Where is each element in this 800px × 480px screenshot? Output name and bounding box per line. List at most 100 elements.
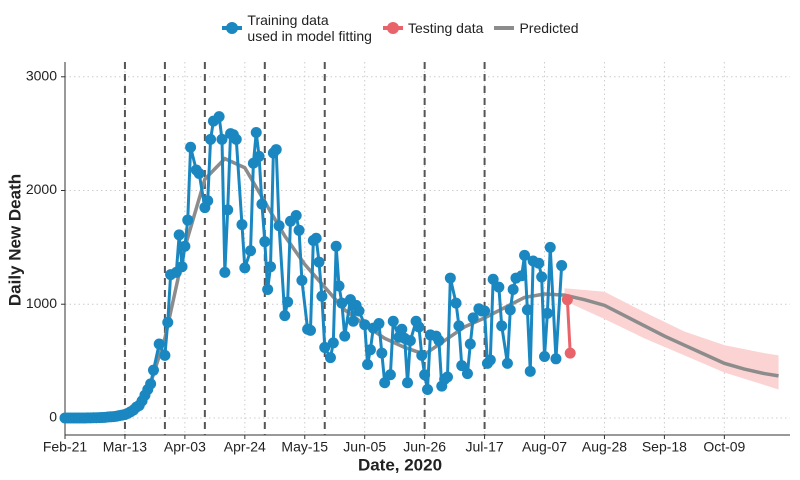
x-tick-label: May-15 bbox=[281, 439, 328, 455]
data-point bbox=[544, 241, 556, 253]
data-point bbox=[339, 330, 351, 342]
data-point bbox=[521, 304, 533, 316]
data-point bbox=[456, 360, 468, 372]
data-point bbox=[501, 357, 513, 369]
legend: Training data used in model fitting Testi… bbox=[0, 12, 800, 44]
data-point bbox=[316, 290, 328, 302]
data-point bbox=[265, 261, 277, 273]
data-point bbox=[333, 280, 345, 292]
data-point bbox=[461, 368, 473, 380]
data-point bbox=[467, 312, 479, 324]
data-point bbox=[450, 297, 462, 309]
data-point bbox=[444, 272, 456, 284]
data-point bbox=[519, 249, 531, 261]
data-point bbox=[416, 349, 428, 361]
data-point bbox=[404, 335, 416, 347]
data-point bbox=[330, 240, 342, 252]
x-axis-title: Date, 2020 bbox=[358, 455, 442, 474]
data-point bbox=[539, 351, 551, 363]
x-tick-label: Apr-24 bbox=[224, 439, 266, 455]
series-line bbox=[565, 299, 572, 354]
data-point bbox=[279, 310, 291, 322]
legend-label: Predicted bbox=[519, 20, 579, 36]
data-point bbox=[213, 111, 225, 123]
legend-marker bbox=[226, 22, 239, 34]
series-line bbox=[64, 156, 779, 420]
data-point bbox=[524, 365, 536, 377]
data-point bbox=[270, 144, 282, 156]
data-point bbox=[441, 371, 453, 383]
data-point bbox=[185, 141, 197, 153]
data-point bbox=[293, 224, 305, 236]
data-point bbox=[362, 358, 374, 370]
data-point bbox=[422, 384, 433, 396]
data-point bbox=[564, 347, 576, 359]
data-point bbox=[259, 236, 271, 248]
series-line bbox=[65, 113, 564, 420]
data-point bbox=[324, 352, 336, 364]
data-point bbox=[216, 133, 228, 145]
x-tick-label: Aug-07 bbox=[522, 439, 567, 455]
legend-label: Testing data bbox=[407, 20, 484, 36]
data-point bbox=[159, 349, 171, 361]
legend-item: Training data used in model fitting bbox=[221, 12, 372, 44]
data-point bbox=[219, 266, 231, 278]
data-point bbox=[387, 315, 399, 327]
data-point bbox=[507, 283, 519, 295]
legend-swatch bbox=[494, 26, 515, 30]
data-point bbox=[202, 195, 214, 207]
data-point bbox=[262, 283, 274, 295]
data-point bbox=[253, 150, 265, 162]
data-point bbox=[282, 296, 294, 308]
data-point bbox=[310, 232, 322, 244]
x-tick-label: Jun-05 bbox=[343, 439, 386, 455]
data-point bbox=[359, 319, 371, 331]
data-point bbox=[176, 261, 188, 273]
data-point bbox=[230, 133, 242, 145]
x-tick-label: Mar-13 bbox=[103, 439, 148, 455]
data-point bbox=[239, 262, 251, 274]
data-point bbox=[179, 240, 191, 252]
y-tick-label: 2000 bbox=[26, 181, 57, 197]
y-axis-title: Daily New Death bbox=[5, 174, 24, 306]
x-tick-label: Jun-26 bbox=[403, 439, 446, 455]
data-point bbox=[145, 378, 157, 390]
data-point bbox=[313, 256, 325, 268]
y-tick-label: 1000 bbox=[26, 295, 57, 311]
y-tick-label: 0 bbox=[49, 409, 57, 425]
data-point bbox=[413, 321, 425, 333]
data-point bbox=[336, 297, 348, 309]
data-point bbox=[304, 324, 316, 336]
data-point bbox=[379, 377, 391, 389]
data-point bbox=[493, 281, 505, 293]
data-point bbox=[353, 305, 365, 317]
data-point bbox=[250, 127, 262, 139]
data-point bbox=[236, 219, 248, 231]
legend-marker bbox=[386, 22, 399, 34]
x-tick-label: Apr-03 bbox=[164, 439, 206, 455]
data-point bbox=[556, 260, 568, 272]
data-point bbox=[319, 341, 331, 353]
data-point bbox=[153, 338, 165, 350]
data-point bbox=[162, 316, 174, 328]
legend-label: Training data used in model fitting bbox=[247, 12, 372, 44]
data-point bbox=[453, 320, 465, 332]
data-point bbox=[347, 315, 359, 327]
data-point bbox=[373, 318, 385, 330]
data-point bbox=[419, 369, 431, 381]
data-point bbox=[533, 257, 545, 269]
data-point bbox=[273, 220, 285, 232]
data-point bbox=[296, 274, 308, 286]
data-point bbox=[327, 337, 339, 349]
data-point bbox=[536, 271, 548, 283]
x-tick-label: Jul-17 bbox=[466, 439, 504, 455]
data-point bbox=[256, 198, 268, 210]
data-point bbox=[402, 377, 414, 389]
legend-swatch bbox=[382, 22, 403, 34]
data-point bbox=[222, 204, 234, 216]
data-point bbox=[290, 210, 302, 222]
x-tick-label: Oct-09 bbox=[703, 439, 745, 455]
data-point bbox=[487, 273, 499, 285]
